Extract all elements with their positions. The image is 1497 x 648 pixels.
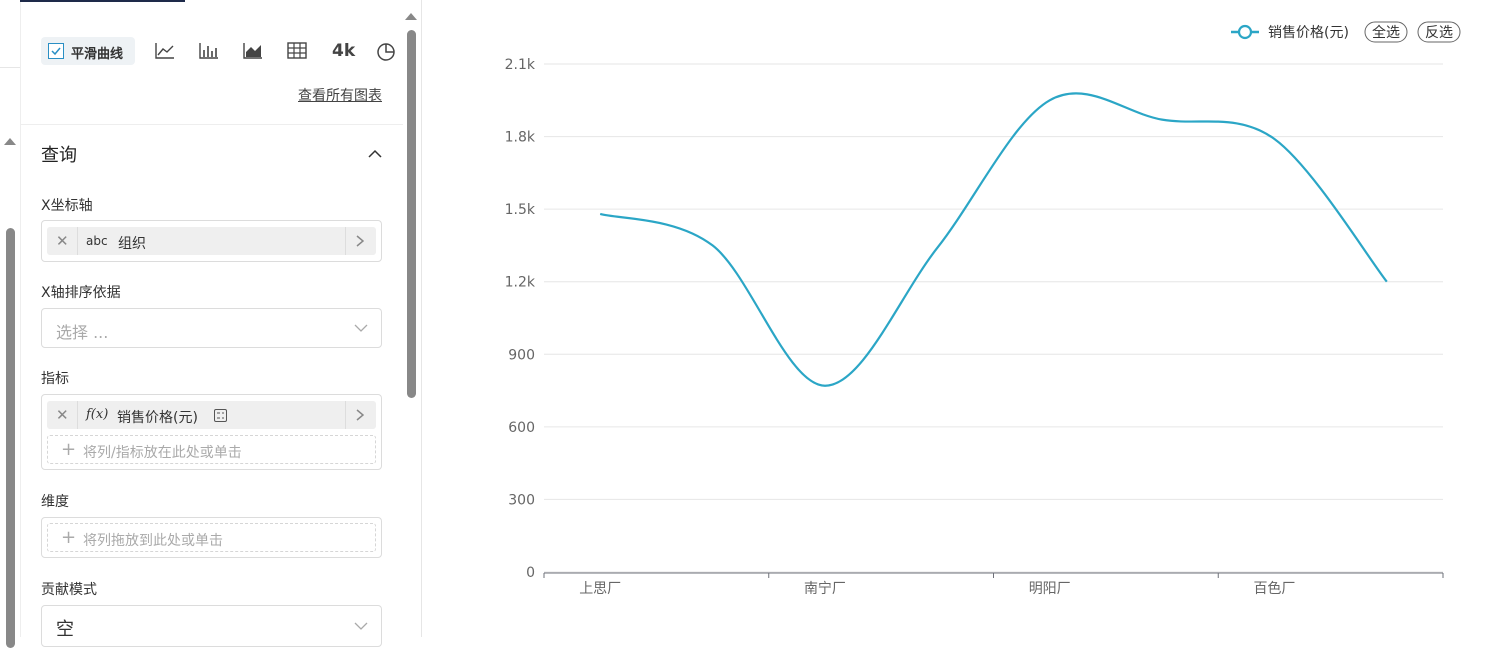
section-title: 查询	[41, 145, 77, 166]
y-tick-label: 900	[508, 347, 535, 363]
chevron[interactable]	[356, 235, 364, 247]
pie-icon[interactable]	[376, 41, 396, 61]
divider	[21, 124, 403, 125]
x-tick-label: 明阳厂	[1029, 581, 1071, 597]
field-box	[41, 517, 382, 558]
drop-hint: 将列拖放到此处或单击	[83, 533, 223, 549]
divider	[0, 67, 20, 68]
x-tick-label: 上思厂	[579, 581, 621, 597]
y-tick-label: 600	[508, 420, 535, 436]
field-label: X轴排序依据	[41, 285, 121, 301]
select-value: 空	[56, 619, 74, 640]
x-tick-label: 百色厂	[1253, 580, 1295, 597]
legend-label[interactable]: 销售价格(元)	[1268, 25, 1349, 41]
scroll-up[interactable]	[4, 137, 16, 145]
tab-underline	[20, 0, 185, 2]
chevron[interactable]	[356, 409, 364, 421]
remove-icon[interactable]: ✕	[56, 232, 69, 250]
smooth-toggle[interactable]: 平滑曲线	[41, 37, 135, 65]
field-name: 组织	[118, 236, 146, 252]
chevron[interactable]	[354, 622, 368, 631]
legend-button[interactable]	[1417, 21, 1461, 43]
bar-icon[interactable]	[199, 42, 219, 60]
field-label: 贡献模式	[41, 582, 97, 598]
y-tick-label: 2.1k	[505, 57, 536, 73]
scroll-thumb[interactable]	[407, 30, 416, 398]
kpi-icon[interactable]: 4k	[332, 41, 356, 61]
scroll-thumb[interactable]	[6, 228, 15, 648]
table-icon[interactable]	[287, 42, 307, 60]
legend-button-label[interactable]: 反选	[1425, 25, 1453, 41]
y-tick-label: 300	[508, 492, 535, 508]
calc-icon[interactable]	[214, 409, 227, 422]
area-icon[interactable]	[243, 42, 263, 60]
field-type: abc	[86, 234, 108, 248]
series-line	[599, 92, 1388, 387]
field-box	[41, 394, 382, 470]
config-panel: 平滑曲线 4k 查看所有图表 查询 X坐标轴 ✕ abc 组织 X轴排序依据 选…	[21, 0, 422, 647]
legend-button-label[interactable]: 全选	[1372, 24, 1400, 41]
left-strip	[0, 0, 21, 648]
select-box[interactable]: 空	[41, 605, 382, 647]
field-chip[interactable]: ✕ f(x) 销售价格(元)	[47, 401, 376, 429]
x-tick-label: 南宁厂	[804, 580, 846, 597]
field-label: 指标	[41, 371, 69, 387]
drop-hint: 将列/指标放在此处或单击	[83, 445, 242, 461]
placeholder: 选择 ...	[56, 323, 109, 342]
field-type: f(x)	[86, 407, 109, 422]
all-charts-link[interactable]: 查看所有图表	[298, 88, 382, 104]
collapse-caret[interactable]	[368, 149, 382, 158]
field-box	[41, 220, 382, 262]
checkbox[interactable]	[48, 43, 64, 59]
y-tick-label: 1.5k	[505, 202, 536, 218]
y-tick-label: 0	[526, 565, 535, 581]
y-tick-label: 1.8k	[505, 130, 536, 146]
field-chip[interactable]: ✕ abc 组织	[47, 227, 376, 255]
legend-marker[interactable]	[1237, 24, 1253, 40]
select-box[interactable]: 选择 ...	[41, 308, 382, 348]
line-icon[interactable]	[155, 42, 175, 60]
field-name: 销售价格(元)	[117, 410, 198, 426]
checkbox-label: 平滑曲线	[71, 47, 124, 62]
legend-button[interactable]	[1364, 21, 1408, 43]
field-label: 维度	[41, 494, 69, 510]
drop-zone[interactable]: + 将列拖放到此处或单击	[47, 523, 376, 552]
y-tick-label: 1.2k	[505, 275, 536, 291]
drop-zone[interactable]: + 将列/指标放在此处或单击	[47, 435, 376, 464]
chevron[interactable]	[354, 324, 368, 333]
remove-icon[interactable]: ✕	[56, 406, 69, 424]
scroll-up[interactable]	[405, 12, 417, 20]
chart: 0 300 600 900 1.2k 1.5k 1.8k 2.1k 上思厂 南宁厂 明阳厂 百色厂 销售…	[505, 21, 1461, 597]
field-label: X坐标轴	[41, 198, 93, 214]
